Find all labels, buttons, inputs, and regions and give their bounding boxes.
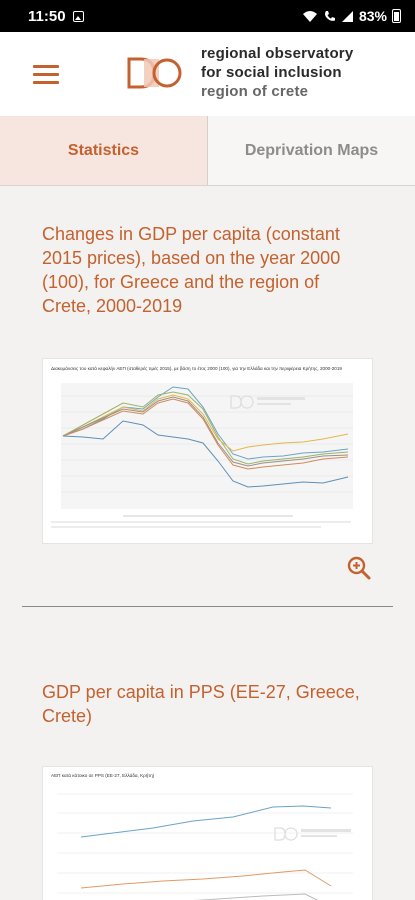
chart-thumbnail-1: Διακυμάνσεις του κατά κεφαλήν ΑΕΠ (σταθε…	[43, 359, 372, 543]
zoom-icon[interactable]	[346, 555, 372, 581]
menu-icon[interactable]	[33, 65, 59, 84]
battery-icon	[392, 9, 401, 23]
call-icon	[324, 10, 335, 21]
brand-line-2: for social inclusion	[201, 64, 342, 81]
wifi-icon	[302, 10, 317, 22]
observatory-logo	[127, 57, 182, 89]
status-bar: 11:50 83%	[0, 0, 415, 32]
brand-title: regional observatory for social inclusio…	[201, 44, 353, 101]
section-title-gdp-pps: GDP per capita in PPS (EE-27, Greece, Cr…	[42, 682, 360, 726]
status-right: 83%	[302, 8, 401, 24]
app-header: regional observatory for social inclusio…	[0, 32, 415, 116]
status-time: 11:50	[28, 7, 66, 25]
battery-percent: 83%	[358, 8, 387, 24]
tab-bar: Statistics Deprivation Maps	[0, 116, 415, 186]
tab-deprivation-maps[interactable]: Deprivation Maps	[208, 116, 415, 185]
signal-icon	[341, 10, 353, 22]
brand-line-1: regional observatory	[201, 45, 354, 62]
gallery-notification-icon	[72, 10, 84, 22]
brand-line-3: region of crete	[201, 83, 309, 100]
chart-image-gdp-pps[interactable]: ΑΕΠ κατά κάτοικο σε PPS (ΕΕ-27, Ελλάδα, …	[42, 766, 373, 900]
chart-1-watermark	[230, 395, 305, 409]
tab-statistics[interactable]: Statistics	[0, 116, 208, 185]
section-title-gdp-changes: Changes in GDP per capita (constant 2015…	[42, 224, 341, 316]
chart-2-watermark	[274, 827, 351, 841]
section-divider	[22, 606, 393, 607]
chart-thumbnail-2: ΑΕΠ κατά κάτοικο σε PPS (ΕΕ-27, Ελλάδα, …	[43, 767, 372, 900]
chart-2-caption: ΑΕΠ κατά κάτοικο σε PPS (ΕΕ-27, Ελλάδα, …	[51, 772, 155, 778]
chart-1-caption: Διακυμάνσεις του κατά κεφαλήν ΑΕΠ (σταθε…	[51, 365, 342, 371]
chart-image-gdp-changes[interactable]: Διακυμάνσεις του κατά κεφαλήν ΑΕΠ (σταθε…	[42, 358, 373, 544]
